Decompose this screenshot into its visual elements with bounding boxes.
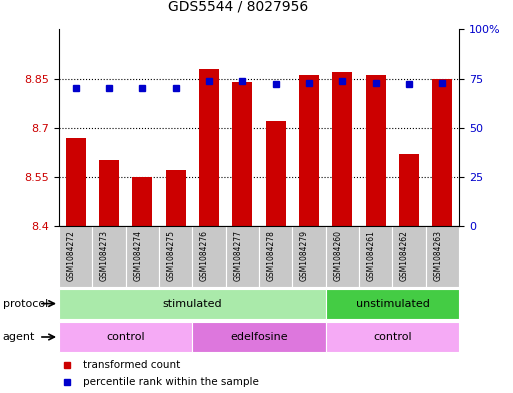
Bar [366, 75, 386, 226]
Bar [326, 226, 359, 287]
Text: GSM1084273: GSM1084273 [100, 230, 109, 281]
Text: GSM1084261: GSM1084261 [367, 230, 376, 281]
Text: GSM1084277: GSM1084277 [233, 230, 242, 281]
Text: GSM1084262: GSM1084262 [400, 230, 409, 281]
Text: GSM1084272: GSM1084272 [67, 230, 76, 281]
Bar [59, 288, 326, 319]
Text: protocol: protocol [3, 299, 48, 309]
Bar [432, 79, 452, 226]
Bar [292, 226, 326, 287]
Bar [226, 226, 259, 287]
Bar [399, 154, 419, 226]
Text: GSM1084278: GSM1084278 [267, 230, 276, 281]
Text: GSM1084275: GSM1084275 [167, 230, 175, 281]
Bar [192, 322, 326, 352]
Bar [232, 82, 252, 226]
Text: percentile rank within the sample: percentile rank within the sample [83, 377, 259, 387]
Text: unstimulated: unstimulated [356, 299, 429, 309]
Bar [192, 226, 226, 287]
Text: GSM1084263: GSM1084263 [433, 230, 442, 281]
Bar [159, 226, 192, 287]
Text: GDS5544 / 8027956: GDS5544 / 8027956 [168, 0, 309, 14]
Text: transformed count: transformed count [83, 360, 180, 370]
Bar [66, 138, 86, 226]
Bar [426, 226, 459, 287]
Text: GSM1084276: GSM1084276 [200, 230, 209, 281]
Bar [59, 226, 92, 287]
Bar [126, 226, 159, 287]
Bar [299, 75, 319, 226]
Bar [92, 226, 126, 287]
Bar [392, 226, 426, 287]
Text: GSM1084279: GSM1084279 [300, 230, 309, 281]
Bar [132, 177, 152, 226]
Bar [259, 226, 292, 287]
Bar [326, 288, 459, 319]
Text: control: control [373, 332, 412, 342]
Bar [326, 322, 459, 352]
Bar [59, 322, 192, 352]
Text: agent: agent [3, 332, 35, 342]
Bar [332, 72, 352, 226]
Bar [166, 170, 186, 226]
Text: GSM1084274: GSM1084274 [133, 230, 143, 281]
Bar [99, 160, 119, 226]
Text: control: control [106, 332, 145, 342]
Text: edelfosine: edelfosine [230, 332, 288, 342]
Bar [199, 69, 219, 226]
Bar [266, 121, 286, 226]
Bar [359, 226, 392, 287]
Text: GSM1084260: GSM1084260 [333, 230, 343, 281]
Text: stimulated: stimulated [163, 299, 222, 309]
